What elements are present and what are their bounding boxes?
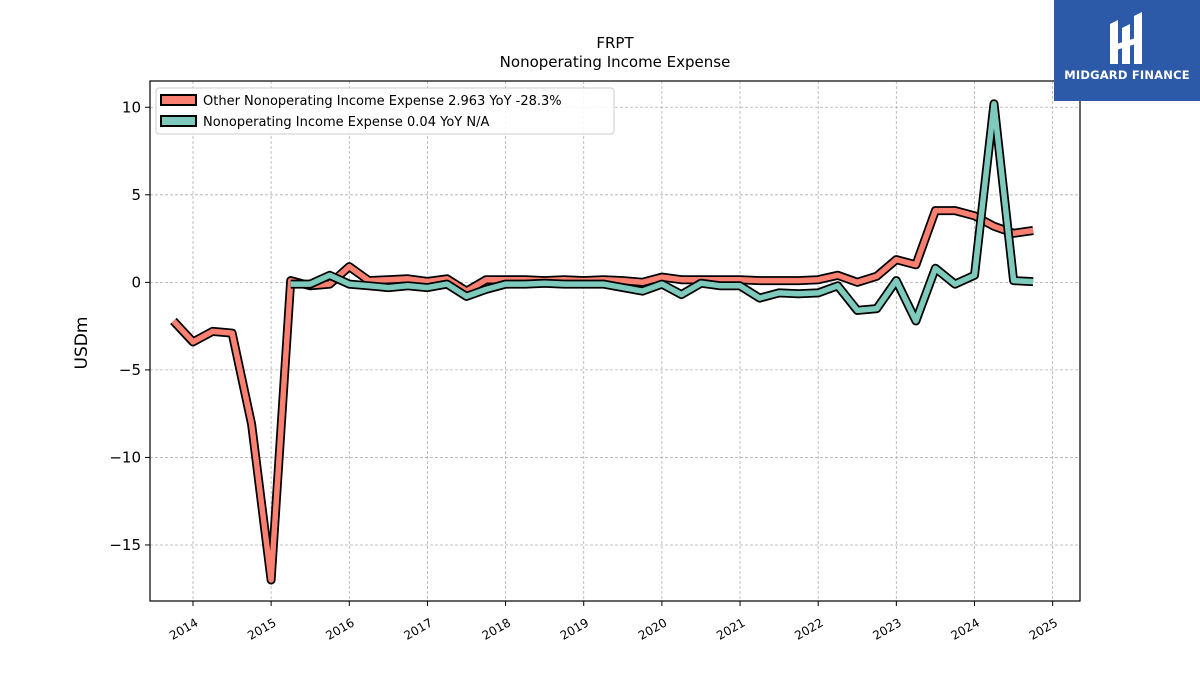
legend-label-0: Other Nonoperating Income Expense 2.963 …	[203, 94, 562, 109]
y-tick-label: 0	[131, 273, 141, 291]
midgard-logo-icon	[1110, 12, 1142, 64]
x-tick-label: 2017	[401, 615, 434, 642]
legend-swatch-0	[160, 94, 197, 106]
y-axis-label: USDm	[72, 317, 92, 370]
y-tick-label: −10	[109, 448, 141, 466]
y-tick-label: 5	[131, 186, 141, 204]
y-tick-label: −15	[109, 536, 141, 554]
x-tick-label: 2023	[870, 615, 903, 642]
chart-subtitle: Nonoperating Income Expense	[500, 53, 731, 71]
y-tick-label: −5	[119, 361, 141, 379]
x-tick-label: 2019	[558, 615, 591, 642]
legend-swatch-1	[160, 115, 197, 127]
series-0-outline	[170, 206, 1034, 585]
plot-frame	[149, 80, 1081, 602]
x-tick-label: 2014	[167, 615, 200, 642]
x-tick-label: 2022	[792, 615, 825, 642]
x-tick-label: 2016	[323, 615, 356, 642]
y-tick-label: 10	[122, 98, 141, 116]
series-1-line	[290, 101, 1034, 324]
axis-ticks: 2014 2015 2016 2017 2018 2019 2020 2021 2022 2023…	[109, 98, 1060, 643]
x-tick-label: 2018	[480, 615, 513, 642]
x-tick-label: 2020	[636, 615, 669, 642]
brand-logo: MIDGARD FINANCE	[1054, 0, 1200, 101]
legend-box	[155, 87, 615, 135]
x-tick-label: 2021	[714, 615, 747, 642]
legend-label-1: Nonoperating Income Expense 0.04 YoY N/A	[203, 115, 489, 130]
x-tick-label: 2024	[949, 615, 982, 642]
series-lines	[170, 99, 1034, 585]
legend: Other Nonoperating Income Expense 2.963 …	[155, 87, 615, 135]
chart-title: FRPT	[596, 34, 634, 52]
x-tick-label: 2015	[245, 615, 278, 642]
x-tick-label: 2025	[1027, 615, 1060, 642]
brand-name: MIDGARD FINANCE	[1064, 68, 1190, 82]
